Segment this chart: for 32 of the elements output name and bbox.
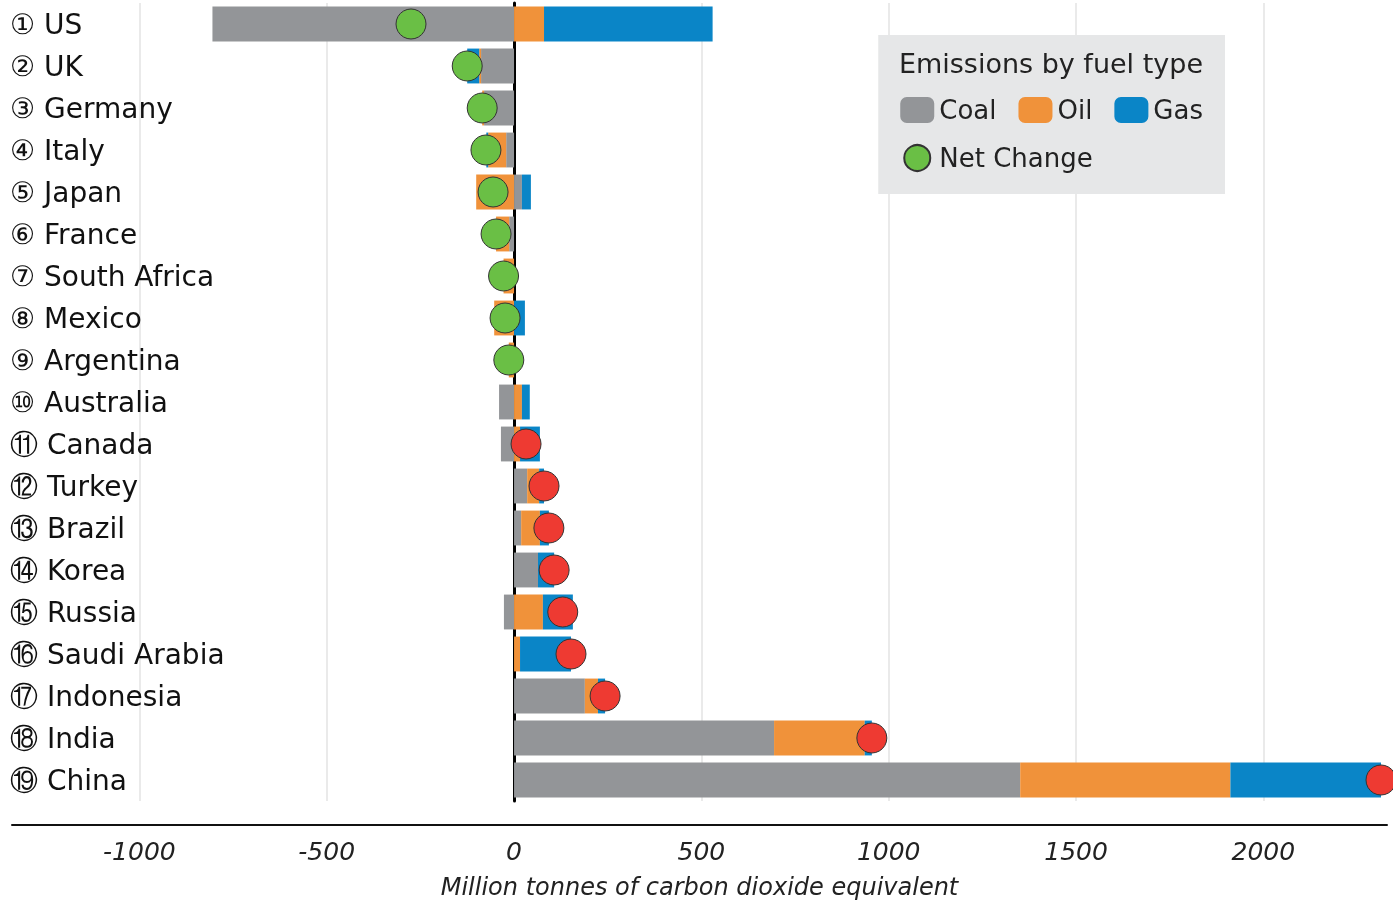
y-tick-label: ⑬ Brazil <box>10 511 126 545</box>
y-tick-label: ④ Italy <box>10 133 105 167</box>
legend-label: Oil <box>1057 95 1093 125</box>
y-tick-label: ⑲ China <box>10 763 127 797</box>
y-tick-label: ⑱ India <box>10 721 116 755</box>
y-tick-label: ⑥ France <box>10 217 138 251</box>
y-tick-label: ② UK <box>10 49 84 83</box>
y-tick-label: ⑰ Indonesia <box>10 679 183 713</box>
x-tick-label: -500 <box>298 837 356 866</box>
legend-label: Net Change <box>939 143 1093 173</box>
legend-label: Coal <box>939 95 997 125</box>
x-axis-title: Million tonnes of carbon dioxide equivalent <box>440 873 960 901</box>
x-tick-label: 0 <box>506 837 522 866</box>
y-tick-label: ⑨ Argentina <box>10 343 181 377</box>
y-tick-label: ⑯ Saudi Arabia <box>10 637 225 671</box>
y-tick-label: ⑭ Korea <box>10 553 127 587</box>
x-tick-label: 500 <box>677 837 726 866</box>
legend-title: Emissions by fuel type <box>898 48 1203 79</box>
y-tick-label: ① US <box>10 7 83 41</box>
y-tick-label: ⑦ South Africa <box>10 259 215 293</box>
y-tick-label: ⑤ Japan <box>10 175 123 209</box>
x-tick-label: 1500 <box>1044 837 1108 866</box>
y-tick-label: ③ Germany <box>10 91 173 125</box>
x-tick-label: -1000 <box>103 837 176 866</box>
x-tick-label: 1000 <box>856 837 921 866</box>
y-tick-label: ⑧ Mexico <box>10 301 142 335</box>
y-tick-label: ⑫ Turkey <box>10 469 139 503</box>
y-tick-label: ⑮ Russia <box>10 595 137 629</box>
x-tick-label: 2000 <box>1231 837 1296 866</box>
legend-label: Gas <box>1153 95 1204 125</box>
y-tick-label: ⑩ Australia <box>10 385 168 419</box>
y-tick-label: ⑪ Canada <box>10 427 154 461</box>
